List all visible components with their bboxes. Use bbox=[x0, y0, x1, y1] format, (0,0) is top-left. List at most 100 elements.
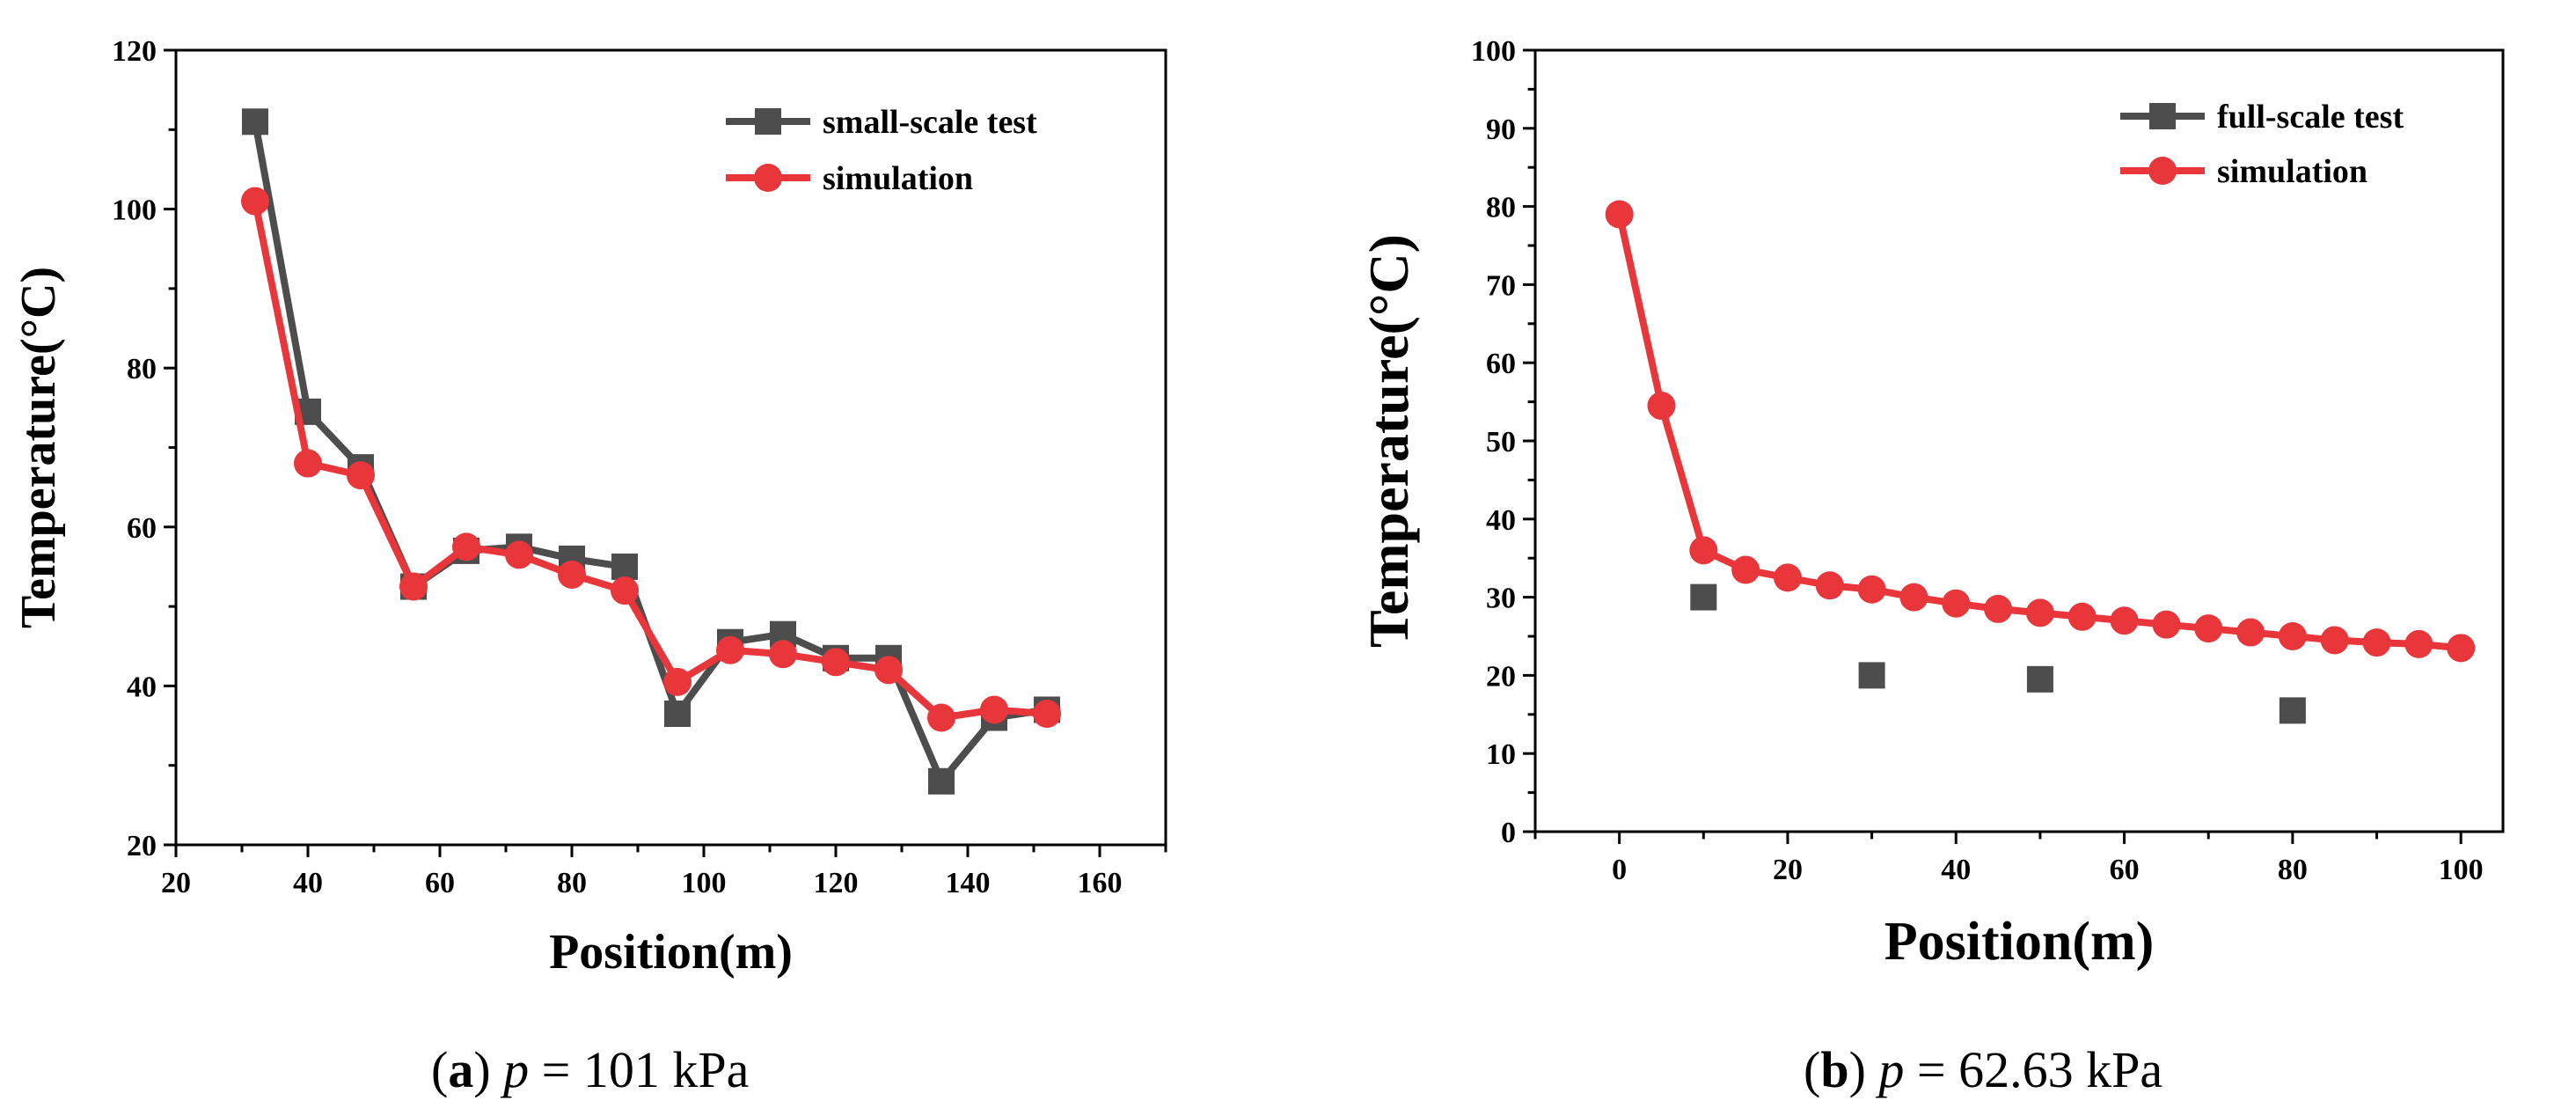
data-point bbox=[1899, 583, 1928, 612]
legend-label: full-scale test bbox=[2217, 99, 2404, 136]
data-point bbox=[2194, 614, 2223, 643]
data-point bbox=[716, 635, 744, 664]
x-tick-label: 0 bbox=[1612, 854, 1627, 886]
chart-a: 20 40 60 80 100 120 140 160 20 40 60 80 100 120 Positi… bbox=[11, 35, 1167, 1098]
series-simulation bbox=[241, 187, 1061, 732]
data-point bbox=[1815, 571, 1844, 600]
y-axis-label: Temperature(°C) bbox=[11, 267, 66, 628]
y-tick-label: 50 bbox=[1486, 426, 1516, 459]
data-point bbox=[505, 540, 533, 569]
x-tick-label: 20 bbox=[161, 867, 191, 899]
data-point bbox=[769, 640, 797, 669]
x-tick-label: 100 bbox=[682, 867, 727, 899]
data-point bbox=[241, 187, 269, 216]
series-line bbox=[252, 200, 1048, 722]
data-point bbox=[2447, 634, 2476, 663]
data-point bbox=[875, 656, 903, 685]
data-point bbox=[2110, 606, 2139, 635]
series-line bbox=[252, 121, 1048, 785]
x-tick-label: 40 bbox=[1941, 854, 1971, 886]
y-tick-label: 20 bbox=[1486, 660, 1516, 693]
y-tick-label: 80 bbox=[127, 353, 157, 385]
x-tick-label: 160 bbox=[1078, 867, 1123, 899]
data-point bbox=[611, 553, 638, 580]
data-point bbox=[822, 648, 850, 677]
x-tick-label: 100 bbox=[2439, 854, 2484, 886]
caption: (b) p = 62.63 kPa bbox=[1804, 1041, 2163, 1098]
x-tick-label: 120 bbox=[814, 867, 859, 899]
data-point bbox=[2025, 598, 2054, 627]
data-point bbox=[611, 576, 639, 605]
caption: (a) p = 101 kPa bbox=[431, 1041, 749, 1098]
data-point bbox=[294, 449, 322, 478]
data-point bbox=[2279, 697, 2306, 724]
data-point bbox=[1984, 594, 2013, 623]
legend-label: simulation bbox=[823, 160, 973, 197]
caption-variable: p bbox=[1875, 1041, 1904, 1098]
y-tick-label: 90 bbox=[1486, 114, 1516, 146]
data-point bbox=[2362, 628, 2391, 657]
data-point bbox=[347, 461, 375, 490]
data-point bbox=[1605, 200, 1634, 229]
caption-variable: p bbox=[500, 1041, 529, 1098]
legend: small-scale test simulation bbox=[726, 104, 1037, 197]
y-tick-label: 70 bbox=[1486, 269, 1516, 302]
data-point bbox=[2278, 622, 2307, 650]
caption-value: = 101 kPa bbox=[529, 1041, 749, 1098]
caption-label: a bbox=[448, 1041, 473, 1098]
data-point bbox=[1690, 583, 1717, 611]
caption-value: = 62.63 kPa bbox=[1904, 1041, 2163, 1098]
data-point bbox=[2236, 618, 2265, 647]
y-tick-label: 40 bbox=[1486, 504, 1516, 537]
series-small-scale-test bbox=[242, 108, 1060, 795]
x-tick-label: 80 bbox=[557, 867, 587, 899]
y-tick-label: 80 bbox=[1486, 192, 1516, 224]
x-tick-label: 80 bbox=[2278, 854, 2308, 886]
chart-b: 0 20 40 60 80 100 0 10 20 30 40 50 60 70 80 90 100 Positi… bbox=[1358, 35, 2505, 1098]
y-tick-label: 40 bbox=[127, 671, 157, 703]
data-point bbox=[980, 695, 1008, 724]
y-tick-label: 120 bbox=[112, 35, 157, 68]
legend-marker bbox=[2149, 103, 2176, 129]
legend-marker bbox=[754, 164, 782, 192]
data-point bbox=[2026, 665, 2053, 693]
data-point bbox=[664, 701, 691, 728]
data-point bbox=[1033, 700, 1061, 729]
legend-label: simulation bbox=[2217, 153, 2367, 190]
y-tick-label: 60 bbox=[127, 512, 157, 545]
x-tick-label: 20 bbox=[1773, 854, 1803, 886]
x-tick-label: 60 bbox=[425, 867, 455, 899]
data-point bbox=[2067, 602, 2097, 631]
y-tick-label: 100 bbox=[112, 194, 157, 227]
legend-label: small-scale test bbox=[823, 104, 1037, 141]
data-point bbox=[2404, 629, 2433, 658]
data-point bbox=[1689, 536, 1718, 565]
x-tick-label: 140 bbox=[946, 867, 991, 899]
data-point bbox=[399, 572, 428, 601]
x-tick-label: 40 bbox=[293, 867, 323, 899]
y-axis-label: Temperature(°C) bbox=[1358, 234, 1420, 648]
series-full-scale-test bbox=[1690, 583, 2306, 724]
data-point bbox=[242, 108, 268, 136]
data-point bbox=[2152, 610, 2181, 639]
legend-marker bbox=[2148, 157, 2177, 185]
y-tick-label: 20 bbox=[127, 830, 157, 862]
data-point bbox=[558, 560, 586, 589]
x-axis-label: Position(m) bbox=[549, 925, 793, 980]
y-tick-label: 0 bbox=[1501, 817, 1516, 849]
caption-label: b bbox=[1820, 1041, 1848, 1098]
x-tick-label: 60 bbox=[2110, 854, 2140, 886]
x-axis-label: Position(m) bbox=[1884, 912, 2155, 972]
data-point bbox=[1857, 575, 1886, 604]
data-point bbox=[1647, 392, 1676, 421]
data-point bbox=[1773, 563, 1802, 592]
data-point bbox=[1942, 589, 1971, 618]
data-point bbox=[663, 667, 692, 696]
data-point bbox=[1858, 662, 1885, 689]
legend: full-scale test simulation bbox=[2120, 99, 2404, 190]
y-tick-label: 30 bbox=[1486, 583, 1516, 615]
legend-marker bbox=[755, 108, 781, 135]
y-tick-label: 10 bbox=[1486, 738, 1516, 771]
data-point bbox=[927, 703, 955, 732]
